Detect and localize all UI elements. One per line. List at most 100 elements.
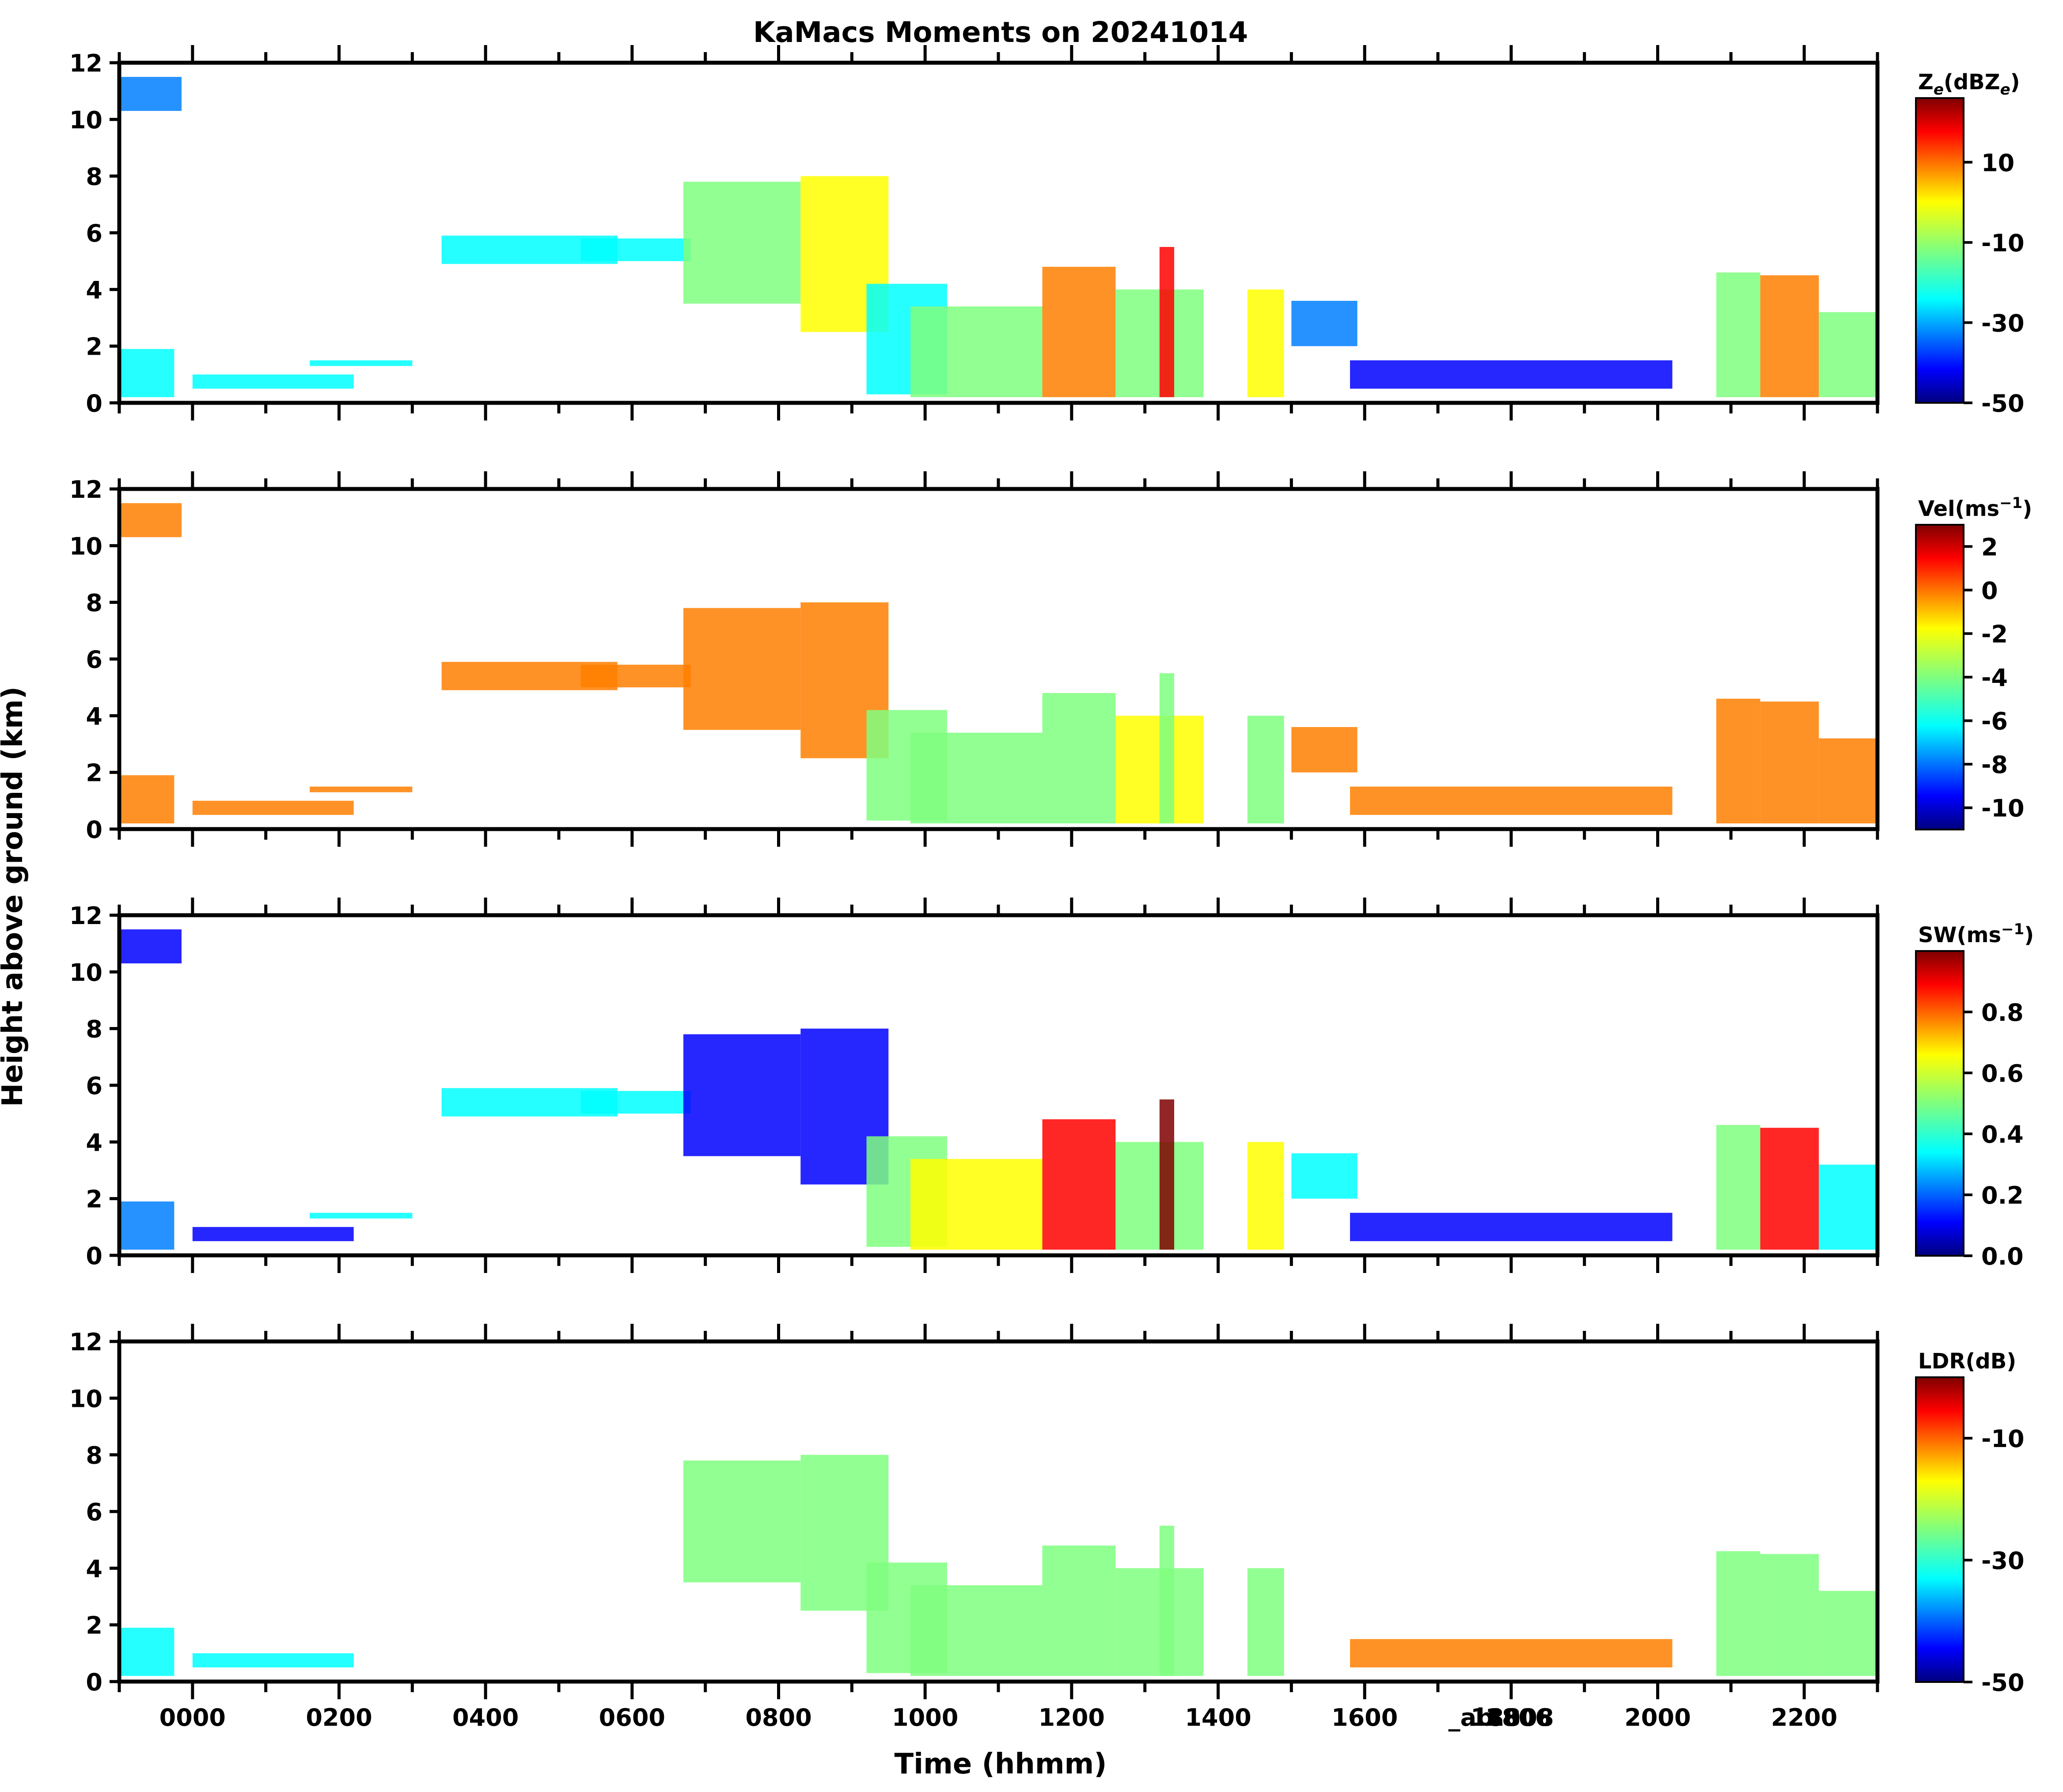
echo-patch: [910, 732, 1043, 824]
echo-patch: [1247, 716, 1284, 824]
echo-patch: [1760, 1554, 1819, 1676]
colorbar-label: LDR(dB): [1918, 1349, 2016, 1374]
echo-patch: [1042, 693, 1116, 824]
echo-field: [119, 929, 1877, 1250]
y-tick-label: 2: [86, 333, 102, 361]
y-tick-label: 0: [86, 816, 102, 844]
colorbar-tick-label: 0.8: [1981, 999, 2024, 1027]
colorbar-tick-label: -30: [1981, 309, 2025, 337]
colorbar-tick-label: 0.6: [1981, 1060, 2024, 1087]
echo-patch: [1247, 1568, 1284, 1676]
colorbar-tick-label: -2: [1981, 620, 2008, 648]
x-tick-label: 0600: [599, 1704, 665, 1731]
y-tick-label: 10: [69, 1385, 102, 1413]
echo-patch: [1042, 267, 1116, 398]
echo-patch: [1819, 1591, 1877, 1676]
echo-patch: [1042, 1119, 1116, 1250]
echo-patch: [192, 1227, 354, 1241]
y-tick-label: 6: [86, 220, 102, 247]
echo-patch: [1716, 1551, 1760, 1676]
echo-patch: [1247, 1142, 1284, 1250]
colorbar-tick-label: 2: [1981, 533, 1998, 561]
echo-patch: [683, 608, 801, 730]
echo-patch: [1159, 1099, 1174, 1250]
y-tick-label: 8: [86, 1442, 102, 1470]
echo-patch: [119, 503, 182, 538]
echo-patch: [310, 786, 413, 792]
x-tick-label: 0200: [306, 1704, 372, 1731]
y-tick-label: 12: [69, 902, 102, 930]
y-axis-label: Height above ground (km): [0, 686, 29, 1107]
colorbar-tick-label: 10: [1981, 149, 2014, 177]
echo-patch: [119, 1201, 174, 1250]
echo-patch: [119, 1628, 174, 1676]
colorbar: [1915, 97, 1964, 404]
echo-patch: [119, 77, 182, 111]
colorbar-tick-label: -50: [1981, 1669, 2025, 1697]
y-tick-label: 0: [86, 1242, 102, 1270]
echo-patch: [1247, 289, 1284, 398]
y-tick-label: 8: [86, 589, 102, 617]
x-tick-label: 0000: [159, 1704, 226, 1731]
x-tick-label: 1600: [1331, 1704, 1398, 1731]
echo-patch: [1716, 1125, 1760, 1250]
echo-patch: [1159, 673, 1174, 824]
colorbar-tick-label: 0.4: [1981, 1121, 2024, 1148]
colorbar-label: Ze(dBZe): [1918, 70, 2020, 99]
y-tick-label: 4: [86, 1129, 102, 1156]
echo-patch: [1159, 1526, 1174, 1676]
colorbar: [1915, 524, 1964, 830]
echo-patch: [1291, 301, 1358, 346]
echo-patch: [1350, 1212, 1672, 1241]
echo-patch: [1291, 727, 1358, 773]
colorbar-tick-label: -10: [1981, 1425, 2025, 1453]
y-tick-label: 10: [69, 106, 102, 134]
echo-patch: [1760, 1128, 1819, 1250]
x-tick-label-overlap: _ab: [1449, 1704, 1494, 1731]
x-tick-label: 0800: [745, 1704, 812, 1731]
echo-patch: [910, 306, 1043, 398]
x-tick-label: 2200: [1771, 1704, 1837, 1731]
y-tick-label: 6: [86, 1072, 102, 1100]
colorbar-label: SW(ms−1): [1918, 921, 2034, 947]
colorbar-tick-label: -10: [1981, 229, 2025, 257]
echo-patch: [1042, 1546, 1116, 1676]
y-tick-label: 2: [86, 1612, 102, 1640]
colorbar-tick-label: -10: [1981, 795, 2025, 822]
colorbar-tick-label: -50: [1981, 390, 2025, 417]
echo-patch: [683, 182, 801, 304]
y-tick-label: 0: [86, 390, 102, 417]
colorbar-tick-label: 0.0: [1981, 1243, 2024, 1270]
x-tick-label: 0400: [452, 1704, 519, 1731]
y-tick-label: 8: [86, 163, 102, 191]
echo-patch: [683, 1460, 801, 1583]
echo-patch: [1291, 1153, 1358, 1199]
x-tick-label: 1400: [1185, 1704, 1251, 1731]
echo-patch: [1716, 272, 1760, 398]
echo-patch: [1819, 738, 1877, 824]
colorbar: [1915, 1376, 1964, 1683]
y-tick-label: 12: [69, 476, 102, 504]
echo-patch: [119, 349, 174, 398]
echo-patch: [192, 374, 354, 389]
y-tick-label: 10: [69, 959, 102, 986]
echo-patch: [1159, 247, 1174, 398]
colorbar-label: Vel(ms−1): [1918, 494, 2032, 521]
echo-patch: [910, 1159, 1043, 1250]
colorbar-tick-label: -6: [1981, 708, 2008, 735]
echo-field: [119, 503, 1877, 824]
x-tick-label: 2000: [1624, 1704, 1691, 1731]
y-tick-label: 2: [86, 759, 102, 787]
echo-patch: [119, 929, 182, 964]
echo-patch: [1716, 698, 1760, 824]
colorbar: [1915, 950, 1964, 1257]
echo-patch: [683, 1034, 801, 1156]
y-tick-label: 2: [86, 1186, 102, 1213]
echo-patch: [1350, 360, 1672, 389]
y-tick-label: 6: [86, 1498, 102, 1526]
y-tick-label: 0: [86, 1668, 102, 1696]
echo-patch: [580, 238, 691, 261]
echo-patch: [580, 1091, 691, 1114]
y-tick-label: 4: [86, 702, 102, 730]
